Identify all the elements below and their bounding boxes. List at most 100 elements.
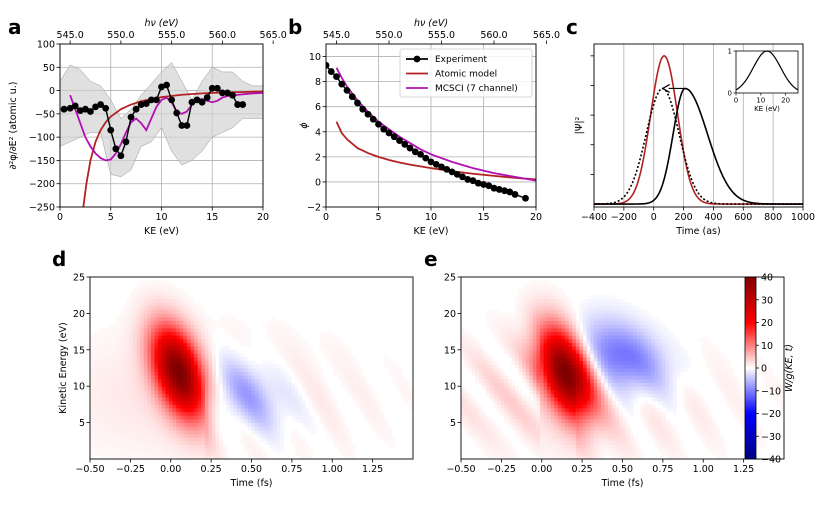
- heatmap-cell: [111, 364, 116, 369]
- heatmap-cell: [233, 364, 238, 369]
- heatmap-cell: [600, 357, 605, 362]
- y-axis-title: |Ψ|²: [574, 116, 585, 134]
- heatmap-cell: [604, 404, 609, 409]
- heatmap-cell: [514, 386, 519, 391]
- heatmap-cell: [129, 335, 134, 340]
- heatmap-cell: [633, 346, 638, 351]
- heatmap-cell: [568, 422, 573, 427]
- heatmap-cell: [511, 408, 516, 413]
- heatmap-cell: [172, 346, 177, 351]
- heatmap-cell: [201, 404, 206, 409]
- heatmap-cell: [190, 338, 195, 343]
- heatmap-cell: [366, 393, 371, 398]
- heatmap-cell: [201, 353, 206, 358]
- heatmap-cell: [330, 357, 335, 362]
- heatmap-cell: [208, 364, 213, 369]
- heatmap-cell: [600, 437, 605, 442]
- heatmap-cell: [204, 360, 209, 365]
- heatmap-cell: [532, 320, 537, 325]
- heatmap-cell: [290, 331, 295, 336]
- heatmap-cell: [575, 386, 580, 391]
- heatmap-cell: [165, 408, 170, 413]
- heatmap-cell: [334, 437, 339, 442]
- heatmap-cell: [100, 451, 105, 456]
- heatmap-cell: [561, 429, 566, 434]
- heatmap-cell: [344, 371, 349, 376]
- heatmap-cell: [651, 346, 656, 351]
- heatmap-cell: [489, 313, 494, 318]
- heatmap-cell: [575, 368, 580, 373]
- data-point-experiment: [338, 80, 346, 88]
- heatmap-cell: [154, 317, 159, 322]
- heatmap-cell: [262, 324, 267, 329]
- heatmap-cell: [93, 386, 98, 391]
- heatmap-cell: [122, 400, 127, 405]
- heatmap-cell: [294, 357, 299, 362]
- heatmap-cell: [197, 411, 202, 416]
- heatmap-cell: [468, 397, 473, 402]
- heatmap-cell: [522, 338, 526, 343]
- heatmap-cell: [543, 284, 548, 289]
- heatmap-cell: [384, 353, 389, 358]
- heatmap-cell: [176, 287, 181, 292]
- heatmap-cell: [140, 346, 145, 351]
- heatmap-cell: [486, 309, 491, 314]
- heatmap-cell: [568, 349, 573, 354]
- heatmap-cell: [222, 324, 227, 329]
- heatmap-cell: [298, 433, 303, 438]
- heatmap-cell: [176, 335, 181, 340]
- heatmap-cell: [161, 298, 166, 303]
- heatmap-cell: [301, 368, 306, 373]
- heatmap-cell: [597, 346, 602, 351]
- heatmap-cell: [550, 335, 555, 340]
- heatmap-cell: [194, 393, 199, 398]
- heatmap-cell: [208, 440, 213, 445]
- heatmap-cell: [522, 317, 526, 322]
- heatmap-cell: [308, 353, 313, 358]
- heatmap-cell: [647, 411, 652, 416]
- heatmap-cell: [626, 400, 631, 405]
- heatmap-cell: [366, 418, 371, 423]
- heatmap-cell: [590, 349, 595, 354]
- heatmap-cell: [405, 382, 410, 387]
- heatmap-cell: [194, 451, 199, 456]
- heatmap-cell: [151, 287, 155, 292]
- heatmap-cell: [572, 338, 577, 343]
- heatmap-cell: [258, 378, 263, 383]
- heatmap-cell: [486, 426, 491, 431]
- heatmap-cell: [212, 448, 217, 453]
- heatmap-cell: [600, 422, 605, 427]
- heatmap-cell: [475, 422, 480, 427]
- heatmap-cell: [219, 317, 224, 322]
- heatmap-cell: [334, 346, 339, 351]
- heatmap-cell: [482, 448, 487, 453]
- heatmap-cell: [626, 306, 631, 311]
- heatmap-cell: [626, 433, 631, 438]
- heatmap-cell: [590, 448, 595, 453]
- heatmap-cell: [647, 393, 652, 398]
- heatmap-cell: [183, 393, 188, 398]
- heatmap-cell: [133, 397, 138, 402]
- heatmap-cell: [334, 415, 339, 420]
- heatmap-cell: [276, 320, 281, 325]
- heatmap-cell: [104, 451, 109, 456]
- heatmap-cell: [583, 386, 588, 391]
- heatmap-cell: [212, 408, 217, 413]
- heatmap-cell: [151, 437, 155, 442]
- heatmap-cell: [133, 375, 138, 380]
- heatmap-cell: [651, 408, 656, 413]
- heatmap-cell: [298, 371, 303, 376]
- heatmap-cell: [323, 331, 328, 336]
- heatmap-cell: [172, 386, 177, 391]
- heatmap-cell: [107, 331, 112, 336]
- heatmap-cell: [568, 320, 573, 325]
- heatmap-cell: [344, 382, 349, 387]
- data-point-experiment: [178, 122, 186, 129]
- heatmap-cell: [151, 411, 155, 416]
- heatmap-cell: [550, 353, 555, 358]
- heatmap-cell: [405, 397, 410, 402]
- heatmap-cell: [122, 353, 127, 358]
- heatmap-cell: [204, 327, 209, 332]
- heatmap-cell: [158, 368, 163, 373]
- heatmap-cell: [568, 302, 573, 307]
